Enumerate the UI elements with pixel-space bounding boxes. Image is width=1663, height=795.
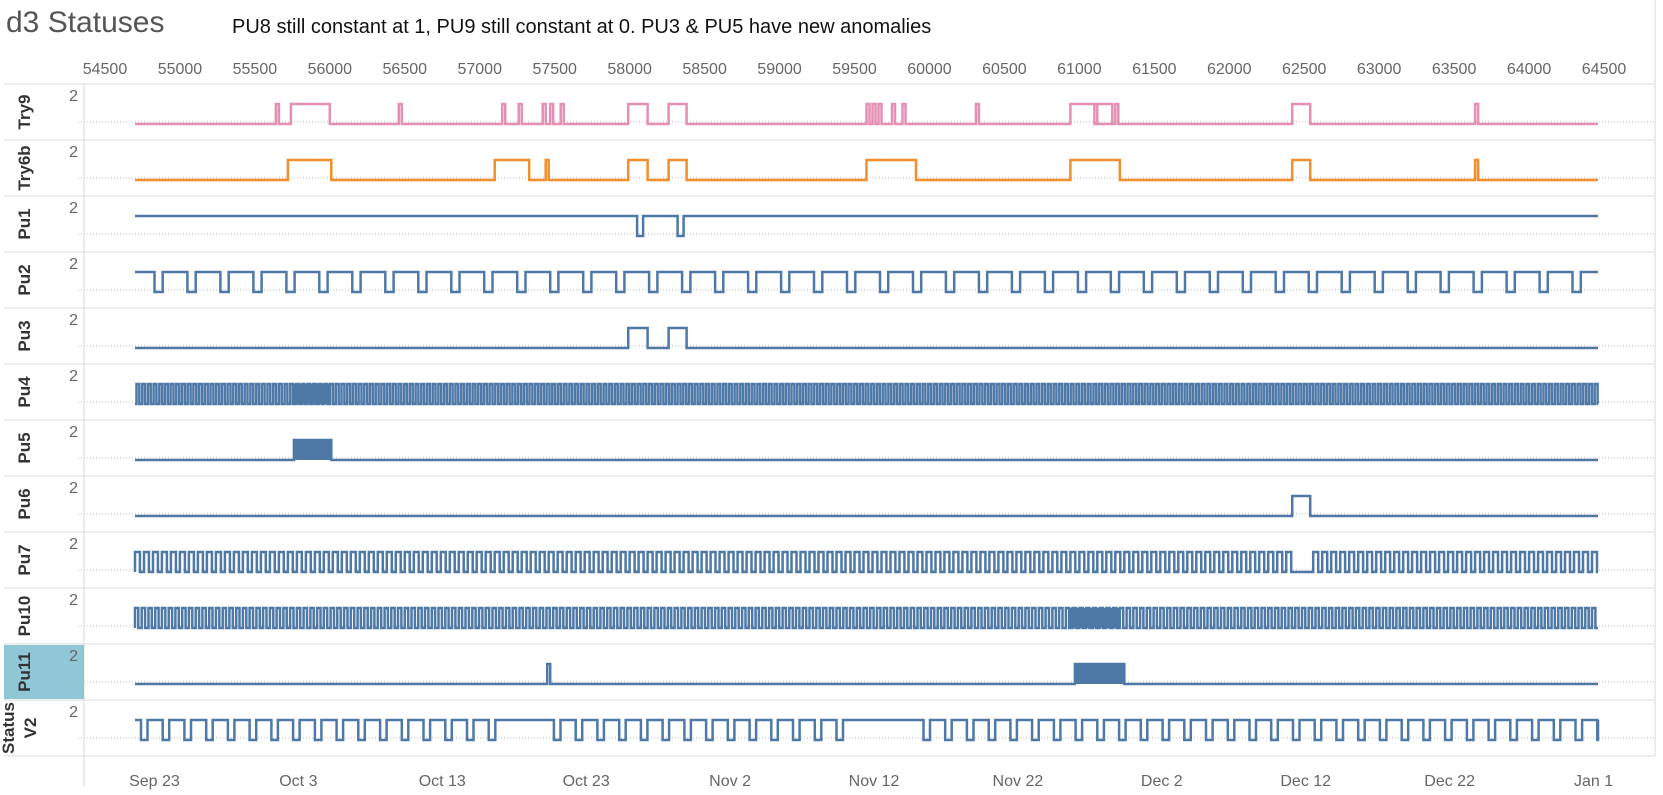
series-line-try9 bbox=[135, 102, 1598, 126]
row-y-tick-label: 2 bbox=[69, 256, 78, 273]
row-label: Pu2 bbox=[15, 264, 34, 295]
series-line-status-v2 bbox=[135, 718, 1600, 742]
series-line-pu4 bbox=[135, 382, 1599, 406]
row-y-tick-label: 2 bbox=[69, 88, 78, 105]
row-label: Try9 bbox=[15, 95, 34, 130]
top-axis-tick-label: 56500 bbox=[383, 61, 428, 78]
top-axis-tick-label: 64000 bbox=[1507, 61, 1552, 78]
row-label: Pu3 bbox=[15, 320, 34, 351]
top-axis-tick-label: 63500 bbox=[1432, 61, 1477, 78]
top-axis-tick-label: 58000 bbox=[607, 61, 652, 78]
bottom-axis-tick-label: Nov 22 bbox=[993, 773, 1044, 790]
series-line-pu6 bbox=[135, 494, 1598, 518]
top-axis-tick-label: 62500 bbox=[1282, 61, 1327, 78]
bottom-axis-tick-label: Nov 12 bbox=[849, 773, 900, 790]
top-axis-tick-label: 55500 bbox=[233, 61, 278, 78]
series-line-pu3 bbox=[135, 326, 1598, 350]
top-axis-tick-label: 59500 bbox=[832, 61, 877, 78]
row-label: Pu6 bbox=[15, 488, 34, 519]
row-label: Pu7 bbox=[15, 544, 34, 575]
page-title: d3 Statuses bbox=[6, 6, 165, 39]
row-y-tick-label: 2 bbox=[69, 536, 78, 553]
dense-block bbox=[293, 440, 332, 460]
row-y-tick-label: 2 bbox=[69, 200, 78, 217]
bottom-axis-tick-label: Dec 2 bbox=[1141, 773, 1183, 790]
row-label: Status V2 bbox=[0, 702, 40, 754]
row-highlight bbox=[4, 645, 84, 699]
bottom-axis-tick-label: Oct 3 bbox=[279, 773, 317, 790]
series-line-pu5 bbox=[135, 438, 1598, 462]
row-label: Pu5 bbox=[15, 432, 34, 463]
dense-block bbox=[293, 384, 330, 404]
row-y-tick-label: 2 bbox=[69, 424, 78, 441]
series-line-pu1 bbox=[135, 214, 1598, 238]
top-axis-tick-label: 61000 bbox=[1057, 61, 1102, 78]
row-y-tick-label: 2 bbox=[69, 592, 78, 609]
top-axis-tick-label: 56000 bbox=[308, 61, 353, 78]
row-y-tick-label: 2 bbox=[69, 480, 78, 497]
row-label: Pu1 bbox=[15, 208, 34, 239]
series-line-pu11 bbox=[135, 662, 1598, 686]
series-line-pu2 bbox=[135, 270, 1598, 294]
row-y-tick-label: 2 bbox=[69, 704, 78, 721]
top-axis-tick-label: 57000 bbox=[457, 61, 502, 78]
series-line-pu7 bbox=[133, 550, 1599, 574]
top-axis-tick-label: 59000 bbox=[757, 61, 802, 78]
top-axis-tick-label: 60500 bbox=[982, 61, 1027, 78]
series-line-pu10 bbox=[133, 606, 1598, 630]
series-line-try6b bbox=[135, 158, 1598, 182]
top-axis-tick-label: 55000 bbox=[158, 61, 203, 78]
top-axis-tick-label: 64500 bbox=[1582, 61, 1627, 78]
bottom-axis-tick-label: Oct 13 bbox=[419, 773, 466, 790]
bottom-axis-tick-label: Nov 2 bbox=[709, 773, 751, 790]
row-y-tick-label: 2 bbox=[69, 648, 78, 665]
top-axis-tick-label: 63000 bbox=[1357, 61, 1402, 78]
row-y-tick-label: 2 bbox=[69, 312, 78, 329]
row-label: Pu4 bbox=[15, 376, 34, 408]
bottom-axis-tick-label: Jan 1 bbox=[1574, 773, 1613, 790]
bottom-axis-tick-label: Dec 12 bbox=[1280, 773, 1331, 790]
top-axis-tick-label: 58500 bbox=[682, 61, 727, 78]
bottom-axis-tick-label: Oct 23 bbox=[563, 773, 610, 790]
dense-block bbox=[1068, 608, 1120, 628]
row-label: Try6b bbox=[15, 145, 34, 190]
dense-block bbox=[1074, 664, 1125, 684]
top-axis-tick-label: 61500 bbox=[1132, 61, 1177, 78]
row-label: Pu10 bbox=[15, 596, 34, 637]
top-axis-tick-label: 57500 bbox=[532, 61, 577, 78]
top-axis-tick-label: 62000 bbox=[1207, 61, 1252, 78]
top-axis-tick-label: 60000 bbox=[907, 61, 952, 78]
bottom-axis-tick-label: Dec 22 bbox=[1424, 773, 1475, 790]
row-y-tick-label: 2 bbox=[69, 144, 78, 161]
row-label: Pu11 bbox=[15, 652, 34, 692]
row-y-tick-label: 2 bbox=[69, 368, 78, 385]
page-subtitle: PU8 still constant at 1, PU9 still const… bbox=[232, 16, 932, 38]
bottom-axis-tick-label: Sep 23 bbox=[129, 773, 180, 790]
top-axis-tick-label: 54500 bbox=[83, 61, 128, 78]
